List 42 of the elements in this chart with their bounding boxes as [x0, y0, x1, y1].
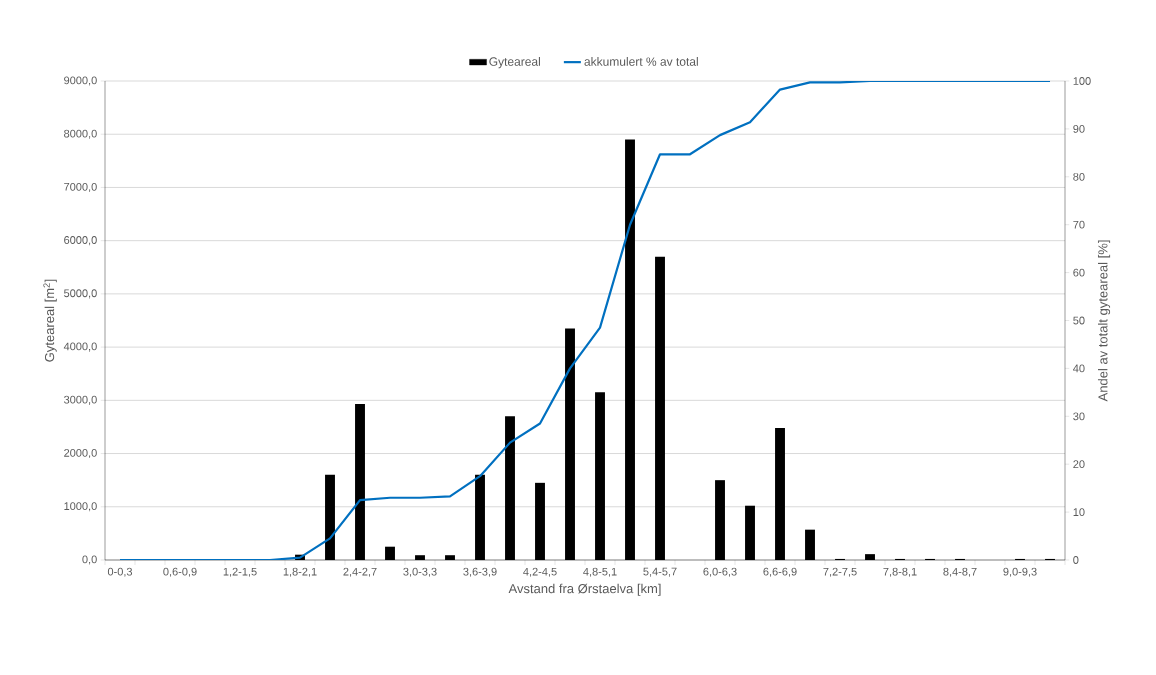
x-tick-label: 6,0-6,3	[703, 567, 737, 577]
y-tick-label: 0,0	[82, 555, 97, 565]
y2-tick-label: 40	[1073, 364, 1085, 373]
y-tick-label: 2000,0	[64, 449, 97, 459]
y2-tick-label: 70	[1073, 220, 1085, 229]
y2-tick-label: 50	[1073, 316, 1085, 325]
x-tick-label: 1,8-2,1	[283, 567, 317, 577]
y2-tick-label: 80	[1073, 172, 1085, 181]
x-tick-label: 0,6-0,9	[163, 567, 197, 577]
y2-tick-label: 100	[1073, 77, 1091, 85]
x-tick-label: 3,6-3,9	[463, 567, 497, 577]
y2-tick-label: 60	[1073, 268, 1085, 277]
y2-tick-label: 90	[1073, 124, 1085, 133]
legend-label: Gyteareal	[489, 57, 540, 69]
y-tick-label: 4000,0	[63, 342, 97, 352]
x-tick-label: 6,6-6,9	[763, 567, 797, 577]
x-tick-label: 5,4-5,7	[643, 567, 677, 577]
x-tick-label: 0-0,3	[107, 567, 133, 577]
y-axis-title: Gyteareal [m$^{2}$]	[43, 279, 57, 362]
y2-axis-title: Andel av totalt gyteareal [%]	[1097, 240, 1111, 402]
y2-tick-label: 10	[1073, 508, 1085, 516]
y-tick-label: 9000,0	[64, 76, 97, 86]
x-tick-label: 1,2-1,5	[223, 567, 257, 577]
x-tick-label: 8,4-8,7	[943, 567, 977, 577]
legend-label: akkumulert % av total	[584, 57, 698, 66]
x-axis-title: Avstand fra Ørstaelva [km]	[508, 583, 661, 596]
y-tick-label: 1000,0	[64, 502, 97, 512]
x-tick-label: 4,8-5,1	[583, 567, 617, 577]
x-tick-label: 4,2-4,5	[523, 567, 557, 577]
y-tick-label: 5000,0	[64, 289, 97, 299]
x-tick-label: 7,8-8,1	[883, 567, 917, 577]
x-tick-label: 2,4-2,7	[343, 567, 377, 577]
y2-tick-label: 20	[1073, 460, 1085, 469]
y-tick-label: 6000,0	[64, 236, 97, 246]
x-tick-label: 9,0-9,3	[1003, 567, 1037, 577]
x-tick-label: 7,2-7,5	[823, 567, 857, 577]
y-tick-label: 7000,0	[64, 182, 97, 192]
y2-tick-label: 30	[1073, 412, 1085, 421]
x-tick-label: 3,0-3,3	[403, 567, 437, 577]
y2-tick-label: 0	[1073, 556, 1079, 564]
y-tick-label: 3000,0	[64, 395, 97, 405]
y-tick-label: 8000,0	[64, 129, 97, 139]
